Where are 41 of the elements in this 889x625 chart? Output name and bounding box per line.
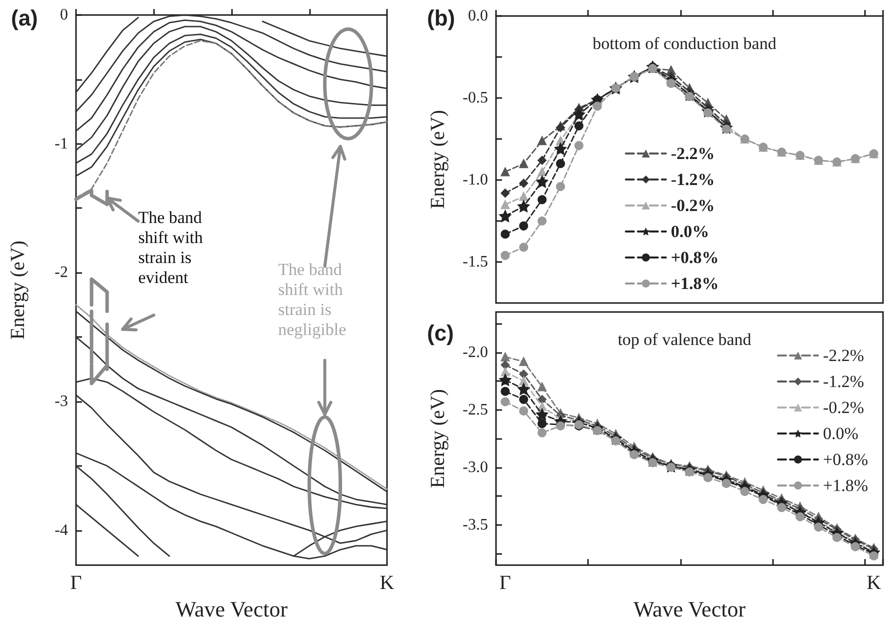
legend-label: -0.2% bbox=[670, 196, 715, 215]
chart-title: (b) bbox=[427, 6, 456, 30]
y-tick-label: -4 bbox=[54, 522, 68, 539]
legend-label: -2.2% bbox=[670, 144, 715, 163]
y-tick-label: -1.5 bbox=[462, 254, 488, 270]
y-axis-title: Energy (eV) bbox=[7, 240, 29, 340]
y-tick-label: -2.5 bbox=[462, 401, 488, 418]
y-tick-label: -1.0 bbox=[462, 172, 488, 188]
legend-label: +0.8% bbox=[823, 450, 868, 469]
text: top of valence band bbox=[618, 330, 752, 349]
y-tick-label: 0 bbox=[60, 6, 68, 24]
legend-label: -1.2% bbox=[823, 372, 864, 391]
legend-label: +0.8% bbox=[670, 248, 719, 267]
chart-title: (c) bbox=[427, 320, 454, 346]
legend-label: -2.2% bbox=[823, 346, 864, 365]
y-tick-label: -3.0 bbox=[462, 458, 488, 476]
y-tick-label: -1 bbox=[54, 135, 68, 152]
text: bottom of conduction band bbox=[592, 34, 777, 53]
legend-label: +1.8% bbox=[670, 274, 719, 293]
legend-label: 0.0% bbox=[670, 222, 710, 241]
x-axis-title: Wave Vector bbox=[175, 596, 288, 622]
legend-label: 0.0% bbox=[823, 424, 858, 443]
x-tick-label: Γ bbox=[499, 572, 511, 594]
y-tick-label: -3.5 bbox=[462, 516, 488, 534]
annotation: The band shift with strain is evident bbox=[138, 208, 204, 288]
legend-label: +1.8% bbox=[823, 476, 868, 495]
chart-title: (a) bbox=[11, 6, 38, 30]
annotation: The band shift with strain is negligible bbox=[278, 260, 348, 340]
legend-label: -0.2% bbox=[823, 398, 864, 417]
y-axis-title: Energy (eV) bbox=[427, 110, 449, 210]
legend-label: -1.2% bbox=[670, 170, 715, 189]
x-tick-label: Γ bbox=[70, 572, 82, 594]
y-tick-label: -3 bbox=[54, 392, 68, 410]
x-tick-label: K bbox=[380, 572, 395, 594]
y-tick-label: -2.0 bbox=[462, 344, 488, 361]
x-axis-title: Wave Vector bbox=[633, 596, 746, 622]
y-tick-label: -2 bbox=[54, 264, 68, 282]
x-tick-label: K bbox=[866, 572, 882, 594]
y-tick-label: -0.5 bbox=[462, 90, 488, 106]
y-axis-title: Energy (eV) bbox=[427, 389, 449, 488]
y-tick-label: 0.0 bbox=[468, 8, 488, 24]
